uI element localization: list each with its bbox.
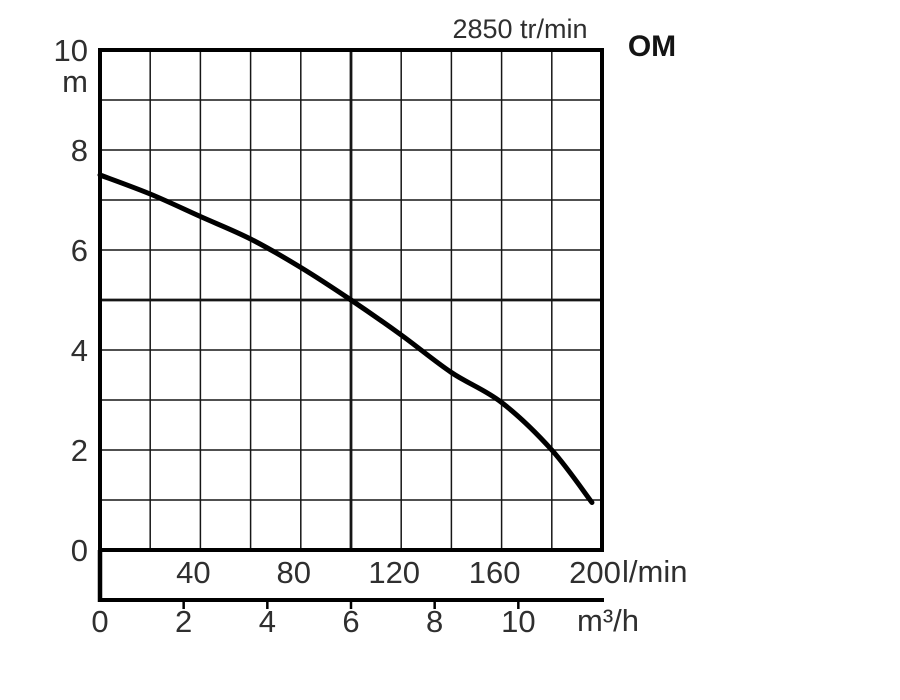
y-tick-label: 10 — [54, 33, 88, 68]
y-axis-unit-label: m — [62, 64, 88, 99]
y-tick-label: 6 — [71, 233, 88, 268]
x-axis-primary-unit-label: l/min — [622, 554, 688, 589]
plot-border — [98, 48, 604, 552]
x-secondary-tick-label: 2 — [175, 604, 192, 639]
x-axis-secondary-unit-label: m³/h — [577, 603, 639, 638]
x-primary-tick-label: 80 — [277, 555, 311, 590]
x-primary-tick-label: 160 — [469, 555, 521, 590]
pump-head-curve — [97, 172, 595, 505]
x-secondary-tick-label: 4 — [259, 604, 276, 639]
x-secondary-tick-label: 0 — [91, 604, 108, 639]
x-secondary-tick-label: 8 — [426, 604, 443, 639]
chart-title: 2850 tr/min — [452, 14, 588, 44]
y-tick-label: 8 — [71, 133, 88, 168]
x-secondary-tick-label: 6 — [342, 604, 359, 639]
y-tick-label: 0 — [71, 533, 88, 568]
x-primary-tick-label: 40 — [176, 555, 210, 590]
x-secondary-tick-label: 10 — [501, 604, 535, 639]
model-label: OM — [627, 30, 677, 63]
y-tick-label: 4 — [71, 333, 88, 368]
y-tick-label: 2 — [71, 433, 88, 468]
x-primary-tick-label: 200 — [569, 555, 621, 590]
x-primary-tick-label: 120 — [368, 555, 420, 590]
